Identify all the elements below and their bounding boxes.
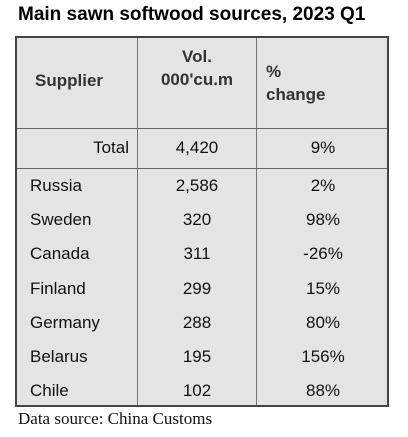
total-label: Total (93, 138, 129, 157)
column-divider (137, 38, 138, 405)
table-row: Germany 288 80% (17, 313, 387, 347)
supplier-name: Germany (30, 312, 100, 332)
supplier-name: Belarus (30, 347, 88, 366)
header-volume: Vol. 000'cu.m (138, 45, 256, 91)
table-row: Finland 299 15% (17, 279, 387, 313)
total-change: 9% (310, 138, 336, 157)
page-title: Main sawn softwood sources, 2023 Q1 (18, 4, 366, 25)
supplier-volume: 311 (183, 244, 211, 264)
total-volume: 4,420 (175, 138, 219, 157)
table-row: Russia 2,586 2% (17, 176, 387, 210)
total-row: Total 4,420 9% (17, 130, 387, 168)
sawn-softwood-table: Supplier Vol. 000'cu.m % change Total 4,… (15, 36, 389, 407)
supplier-name: Russia (30, 176, 82, 195)
supplier-volume: 195 (182, 347, 212, 366)
supplier-change: 15% (305, 278, 341, 298)
supplier-volume: 299 (182, 278, 212, 298)
table-row: Chile 102 88% (17, 381, 387, 415)
header-change-line1: % (266, 62, 282, 81)
supplier-name: Chile (30, 381, 69, 401)
header-divider (17, 128, 387, 129)
supplier-change: 98% (305, 210, 341, 230)
supplier-change: 156% (301, 347, 345, 366)
header-volume-line2: 000'cu.m (160, 70, 234, 89)
table-header-row: Supplier Vol. 000'cu.m % change (17, 38, 387, 128)
supplier-rows: Russia 2,586 2% Sweden 320 98% Canada 311 -26% Fi… (17, 170, 387, 405)
supplier-change: 80% (305, 312, 341, 332)
supplier-name: Sweden (30, 210, 92, 230)
header-supplier: Supplier (35, 71, 104, 90)
supplier-change: 2% (310, 176, 336, 195)
supplier-name: Canada (30, 244, 90, 264)
header-change-line2: change (266, 85, 326, 104)
table-row: Canada 311 -26% (17, 244, 387, 278)
data-source-note: Data source: China Customs (18, 409, 213, 428)
total-divider (17, 168, 387, 169)
supplier-name: Finland (30, 278, 86, 298)
supplier-volume: 288 (182, 312, 212, 332)
header-volume-line1: Vol. (182, 47, 212, 66)
supplier-volume: 2,586 (175, 176, 219, 195)
table-row: Sweden 320 98% (17, 210, 387, 244)
supplier-volume: 102 (182, 381, 212, 401)
supplier-change: -26% (303, 244, 343, 264)
column-divider (256, 38, 257, 405)
header-change: % change (257, 60, 389, 106)
supplier-volume: 320 (182, 210, 212, 230)
supplier-change: 88% (305, 381, 341, 401)
table-row: Belarus 195 156% (17, 347, 387, 381)
